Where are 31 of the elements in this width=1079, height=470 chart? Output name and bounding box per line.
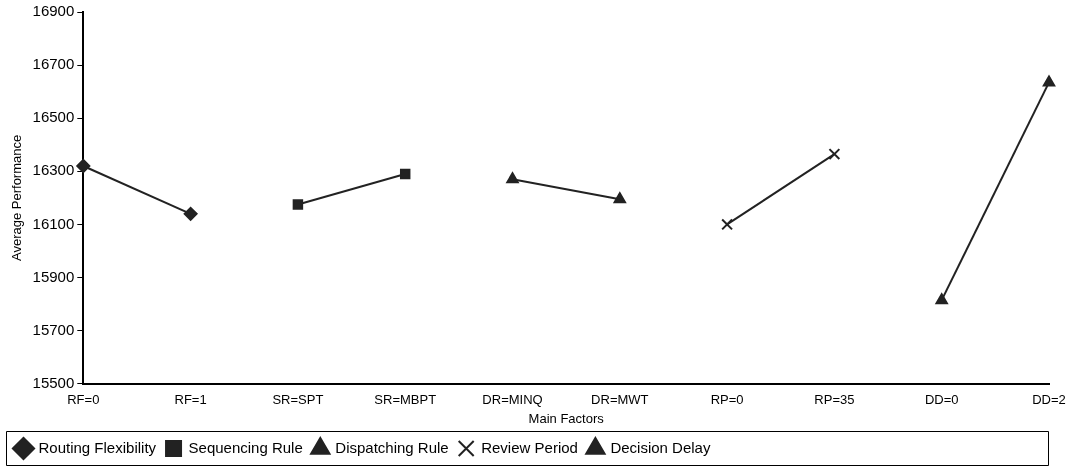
x-tick-label: DD=2 bbox=[1032, 392, 1066, 408]
y-tick-label: 16700 bbox=[32, 55, 75, 73]
legend-label: Review Period bbox=[481, 438, 578, 456]
point bbox=[76, 159, 91, 174]
y-tick-label: 16300 bbox=[32, 161, 75, 179]
x-tick-label: RP=0 bbox=[710, 392, 744, 408]
y-tick-label: 15500 bbox=[32, 373, 75, 391]
point bbox=[183, 206, 198, 221]
point bbox=[828, 148, 841, 161]
point bbox=[399, 168, 411, 180]
x-tick-label: DD=0 bbox=[924, 392, 959, 408]
y-tick-label: 16500 bbox=[32, 108, 75, 126]
y-tick-label: 16100 bbox=[32, 214, 75, 232]
x-tick-label: DR=MINQ bbox=[482, 392, 543, 408]
x-tick-label: SR=MBPT bbox=[374, 392, 437, 408]
legend-label: Decision Delay bbox=[610, 438, 711, 456]
x-tick-label: DR=MWT bbox=[591, 392, 649, 408]
legend-label: Sequencing Rule bbox=[188, 438, 303, 456]
y-tick-label: 16900 bbox=[32, 2, 75, 20]
point bbox=[292, 199, 304, 210]
x-tick-label: SR=SPT bbox=[272, 392, 324, 408]
legend-label: Dispatching Rule bbox=[335, 438, 449, 456]
y-tick-label: 15700 bbox=[32, 320, 75, 338]
x-tick-label: RP=35 bbox=[814, 392, 855, 408]
point bbox=[721, 218, 734, 231]
x-axis-title: Main Factors bbox=[528, 410, 605, 426]
legend-label: Routing Flexibility bbox=[38, 438, 157, 456]
y-tick-label: 15900 bbox=[32, 267, 75, 285]
y-axis-title: Average Performance bbox=[9, 134, 25, 262]
x-tick-label: RF=1 bbox=[174, 392, 207, 408]
x-tick-label: RF=0 bbox=[67, 392, 100, 408]
